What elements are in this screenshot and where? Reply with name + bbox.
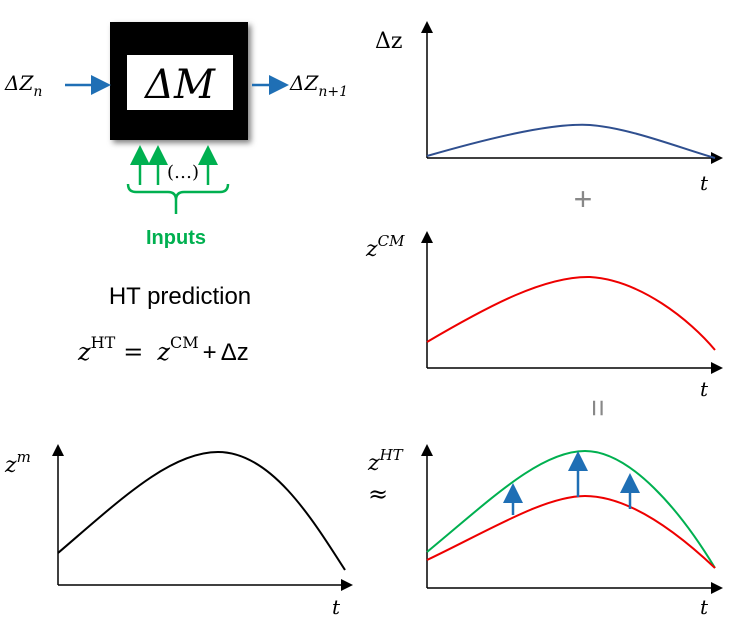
- y-label: zCM: [365, 232, 405, 262]
- input-sub: n: [33, 84, 42, 100]
- model-inner: [127, 55, 233, 110]
- y-label-base: z: [4, 453, 17, 478]
- input-label: ΔZn: [4, 71, 42, 100]
- y-label: zHT: [367, 446, 404, 476]
- output-label: ΔZn+1: [289, 71, 348, 100]
- plot-delta: Δz t: [375, 21, 723, 195]
- model-label: ΔM: [143, 62, 216, 108]
- plot-cm: zCM t: [365, 231, 723, 401]
- y-label: zm: [4, 448, 31, 478]
- y-label-sup: CM: [378, 232, 405, 250]
- plot-ht: zHT ≈ t: [367, 444, 723, 619]
- eq-part: z: [156, 338, 170, 366]
- eq-part: HT: [91, 333, 116, 352]
- inputs-label: Inputs: [146, 227, 206, 249]
- plus-symbol: +: [574, 181, 593, 217]
- correction-arrows: [503, 451, 640, 515]
- y-label-sup: m: [17, 448, 31, 466]
- output-sub: n+1: [318, 84, 348, 100]
- x-label: t: [700, 171, 709, 195]
- equation: zHT = zCM + Δz: [77, 333, 249, 366]
- eq-part: +: [203, 339, 217, 366]
- y-label-base: z: [367, 451, 380, 476]
- y-label-base: z: [365, 237, 378, 262]
- equals-symbol: =: [581, 399, 614, 417]
- input-base: ΔZ: [4, 71, 34, 95]
- approx-symbol: ≈: [368, 480, 388, 508]
- y-label-sup: HT: [379, 446, 404, 464]
- ellipsis: (…): [167, 162, 199, 183]
- eq-part: Δz: [221, 339, 249, 366]
- prediction-title: HT prediction: [109, 283, 251, 310]
- y-label: Δz: [375, 29, 402, 54]
- x-label: t: [700, 595, 709, 619]
- output-base: ΔZ: [289, 71, 319, 95]
- x-label: t: [700, 377, 709, 401]
- x-label: t: [332, 595, 341, 619]
- plot-m: zm t: [4, 444, 353, 619]
- eq-part: =: [123, 338, 143, 366]
- input-arrows: [126, 145, 230, 214]
- eq-part: z: [77, 338, 91, 366]
- eq-part: CM: [170, 333, 199, 352]
